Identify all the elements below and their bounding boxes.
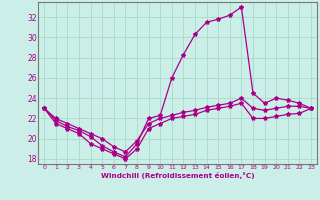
X-axis label: Windchill (Refroidissement éolien,°C): Windchill (Refroidissement éolien,°C) <box>101 172 254 179</box>
